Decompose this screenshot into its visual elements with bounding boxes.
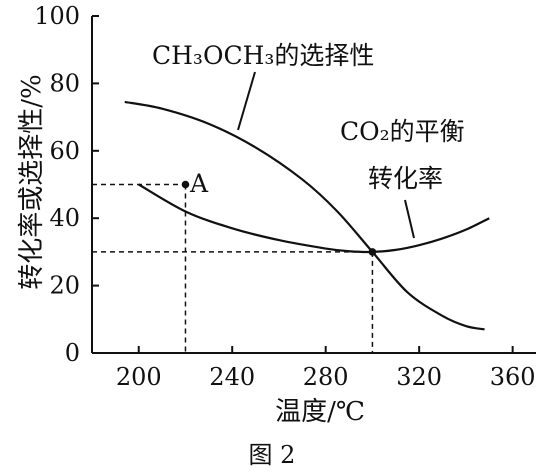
dashed-guides (92, 183, 374, 353)
co2-conversion-curve (138, 183, 490, 254)
y-tick-label-20: 20 (49, 272, 80, 300)
x-tick-label-320: 320 (396, 363, 442, 391)
x-tick-label-240: 240 (209, 363, 255, 391)
dme-selectivity-curve (124, 100, 485, 331)
y-tick-label-0: 0 (65, 339, 80, 367)
y-tick-label-100: 100 (34, 2, 80, 30)
co2-label-line1: CO₂的平衡 (340, 117, 465, 146)
x-tick-label-280: 280 (303, 363, 349, 391)
tick-marks (92, 15, 514, 354)
co2-leader-line (404, 199, 415, 239)
tick-labels: 200 240 280 320 360 0 20 40 60 80 100 (34, 2, 535, 391)
point-a-dot (181, 180, 190, 189)
curves (124, 100, 490, 331)
x-axis-title: 温度/℃ (275, 397, 365, 427)
intersection-dot (368, 248, 377, 256)
y-tick-label-80: 80 (49, 69, 80, 97)
dme-selectivity-label: CH₃OCH₃的选择性 (152, 41, 374, 70)
y-tick-label-60: 60 (49, 137, 80, 165)
x-tick-label-200: 200 (116, 363, 162, 391)
y-tick-label-40: 40 (49, 204, 80, 232)
point-a-label: A (189, 169, 209, 198)
dme-leader-line (237, 71, 256, 131)
figure-caption: 图 2 (249, 441, 296, 469)
y-axis-title: 转化率或选择性/% (17, 74, 47, 289)
co2-label-line2: 转化率 (368, 164, 443, 193)
x-tick-label-360: 360 (490, 363, 536, 391)
points (181, 180, 377, 256)
